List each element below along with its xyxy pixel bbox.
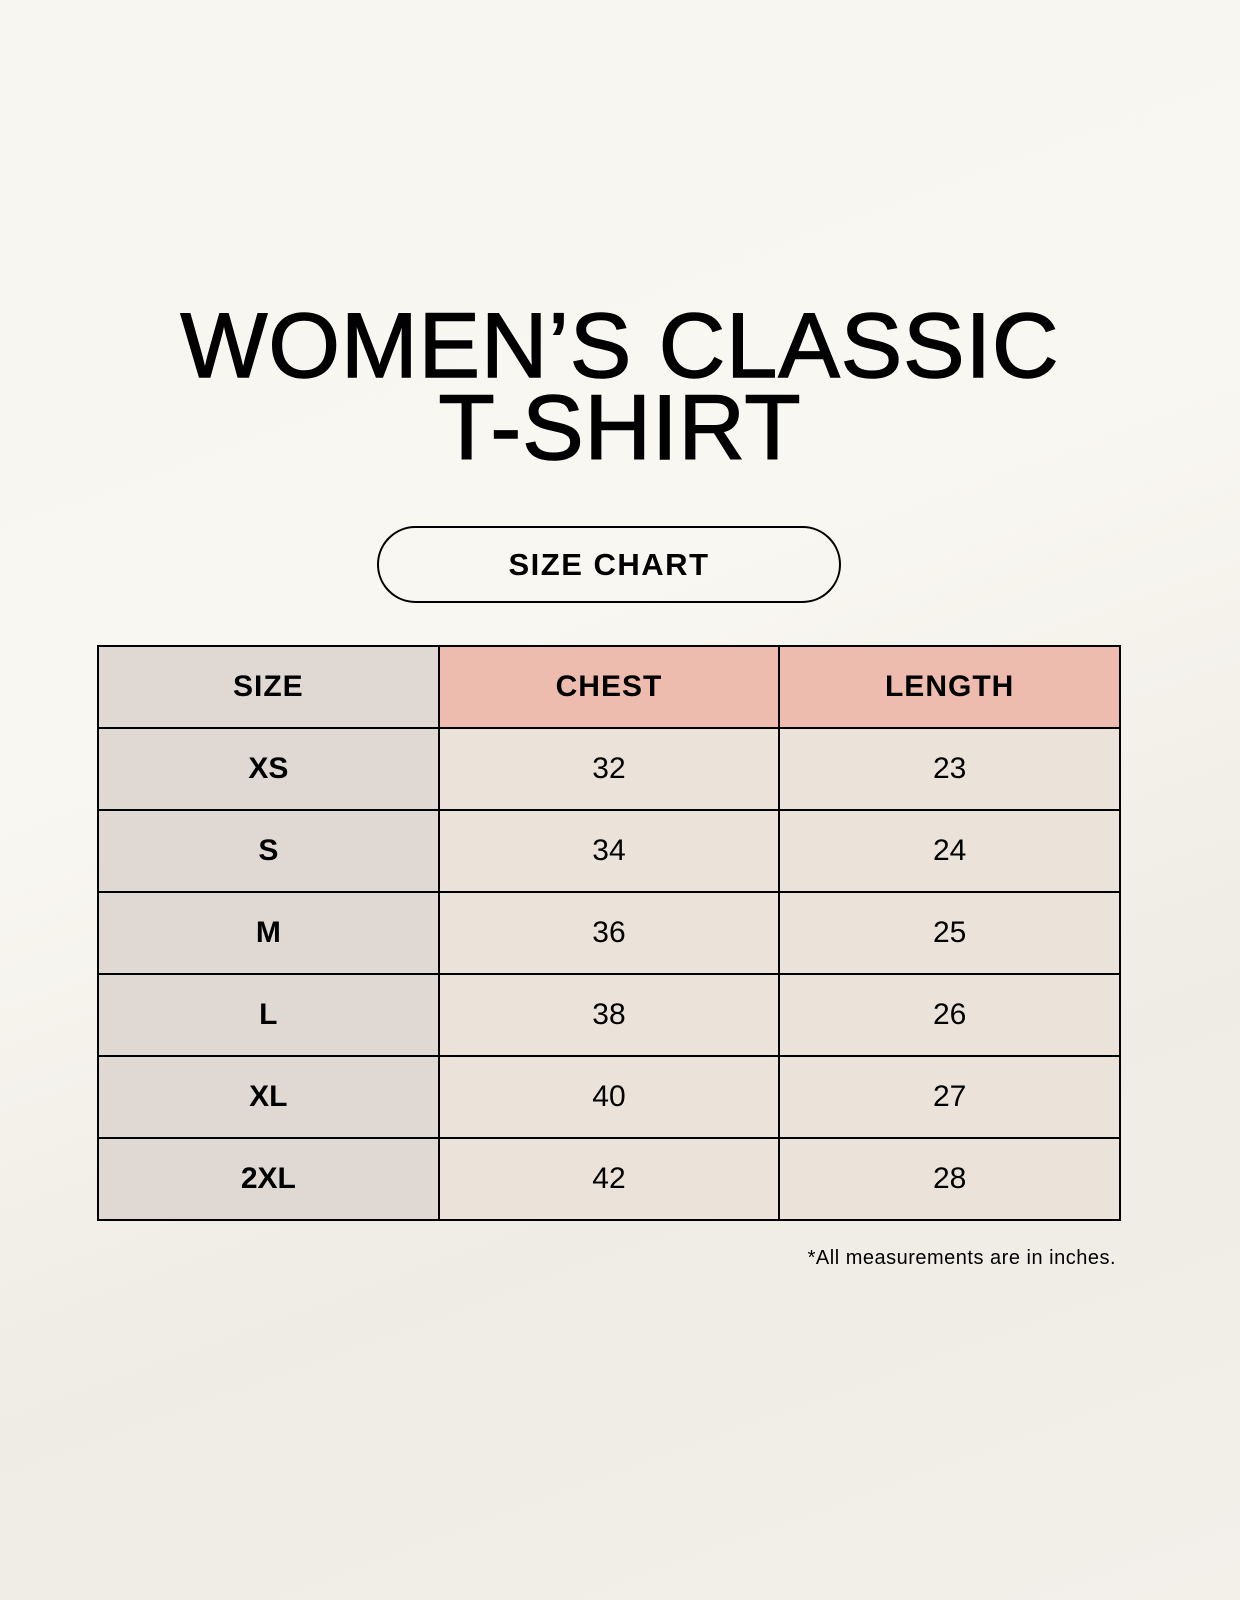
cell-size: 2XL: [97, 1137, 440, 1221]
header-chest: CHEST: [437, 645, 781, 729]
cell-chest: 42: [437, 1137, 781, 1221]
cell-length: 26: [778, 973, 1121, 1057]
cell-size: XS: [97, 727, 440, 811]
size-chart-label: SIZE CHART: [377, 526, 841, 603]
size-table: SIZE CHEST LENGTH XS 32 23 S 34 24 M 36 25 L 38 26 X…: [97, 645, 1121, 1221]
footnote: *All measurements are in inches.: [807, 1247, 1116, 1269]
table-row: XL 40 27: [97, 1055, 1121, 1139]
cell-length: 23: [778, 727, 1121, 811]
cell-size: S: [97, 809, 440, 893]
table-row: L 38 26: [97, 973, 1121, 1057]
cell-length: 28: [778, 1137, 1121, 1221]
cell-length: 27: [778, 1055, 1121, 1139]
table-row: S 34 24: [97, 809, 1121, 893]
title-line-2: T-SHIRT: [438, 377, 802, 479]
cell-chest: 32: [437, 727, 781, 811]
table-row: 2XL 42 28: [97, 1137, 1121, 1221]
cell-chest: 40: [437, 1055, 781, 1139]
cell-chest: 34: [437, 809, 781, 893]
cell-size: L: [97, 973, 440, 1057]
cell-length: 25: [778, 891, 1121, 975]
table-row: XS 32 23: [97, 727, 1121, 811]
cell-length: 24: [778, 809, 1121, 893]
cell-size: M: [97, 891, 440, 975]
cell-size: XL: [97, 1055, 440, 1139]
page-title: WOMEN’S CLASSIC T-SHIRT: [0, 295, 1240, 479]
cell-chest: 38: [437, 973, 781, 1057]
cell-chest: 36: [437, 891, 781, 975]
header-length: LENGTH: [778, 645, 1121, 729]
header-size: SIZE: [97, 645, 440, 729]
title-line-1: WOMEN’S CLASSIC: [180, 295, 1060, 397]
table-header-row: SIZE CHEST LENGTH: [97, 645, 1121, 729]
table-row: M 36 25: [97, 891, 1121, 975]
